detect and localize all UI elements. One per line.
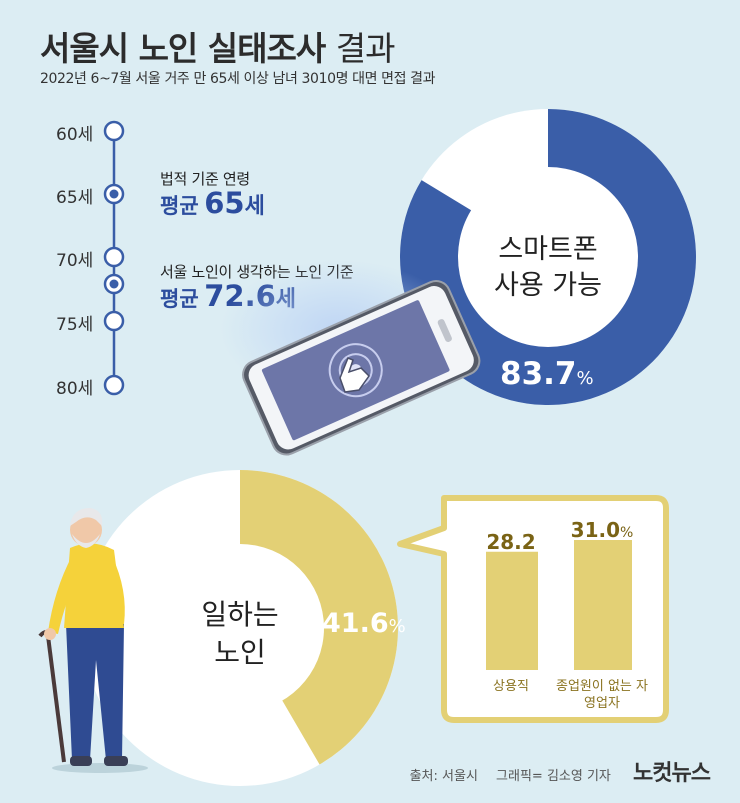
age-label-75: 75세 bbox=[56, 315, 94, 335]
title-main: 서울시 노인 실태조사 bbox=[40, 29, 326, 68]
working-percent: 41.6% bbox=[322, 608, 406, 639]
age-tick-60 bbox=[103, 120, 125, 142]
legal-age-value: 평균 65세 bbox=[160, 186, 265, 220]
legal-age-label: 법적 기준 연령 bbox=[160, 170, 250, 188]
legal-age-marker bbox=[109, 189, 119, 199]
bar-label-selfemployed: 종업원이 없는 자영업자 bbox=[556, 679, 648, 711]
age-tick-70 bbox=[103, 246, 125, 268]
page-title: 서울시 노인 실태조사 결과 bbox=[40, 22, 396, 70]
bar-regular bbox=[486, 551, 538, 670]
source-credit: 출처: 서울시 bbox=[409, 769, 478, 784]
working-donut-hole bbox=[156, 544, 324, 712]
bar-value-regular: 28.2 bbox=[486, 530, 536, 554]
subtitle: 2022년 6~7월 서울 거주 만 65세 이상 남녀 3010명 대면 면접… bbox=[40, 71, 436, 87]
working-label: 일하는 노인 bbox=[201, 598, 279, 669]
age-label-65: 65세 bbox=[56, 188, 94, 208]
age-tick-75 bbox=[103, 310, 125, 332]
hand-icon bbox=[339, 357, 370, 393]
footer: 출처: 서울시 그래픽= 김소영 기자 노컷뉴스 bbox=[396, 755, 711, 787]
age-tick-80 bbox=[103, 374, 125, 396]
smartphone-donut-hole bbox=[458, 167, 638, 347]
age-label-70: 70세 bbox=[56, 251, 94, 271]
age-label-80: 80세 bbox=[56, 379, 94, 399]
bar-value-selfemployed: 31.0% bbox=[570, 518, 634, 542]
bar-selfemployed bbox=[574, 540, 632, 670]
smartphone-label: 스마트폰 사용 가능 bbox=[494, 234, 602, 301]
nocut-news-logo: 노컷뉴스 bbox=[633, 761, 711, 786]
title-suffix: 결과 bbox=[335, 29, 396, 68]
smartphone-percent: 83.7% bbox=[500, 356, 594, 392]
graphic-credit: 그래픽= 김소영 기자 bbox=[496, 769, 611, 784]
bar-label-regular: 상용직 bbox=[493, 679, 529, 694]
age-label-60: 60세 bbox=[56, 125, 94, 145]
perceived-age-marker bbox=[109, 279, 119, 289]
